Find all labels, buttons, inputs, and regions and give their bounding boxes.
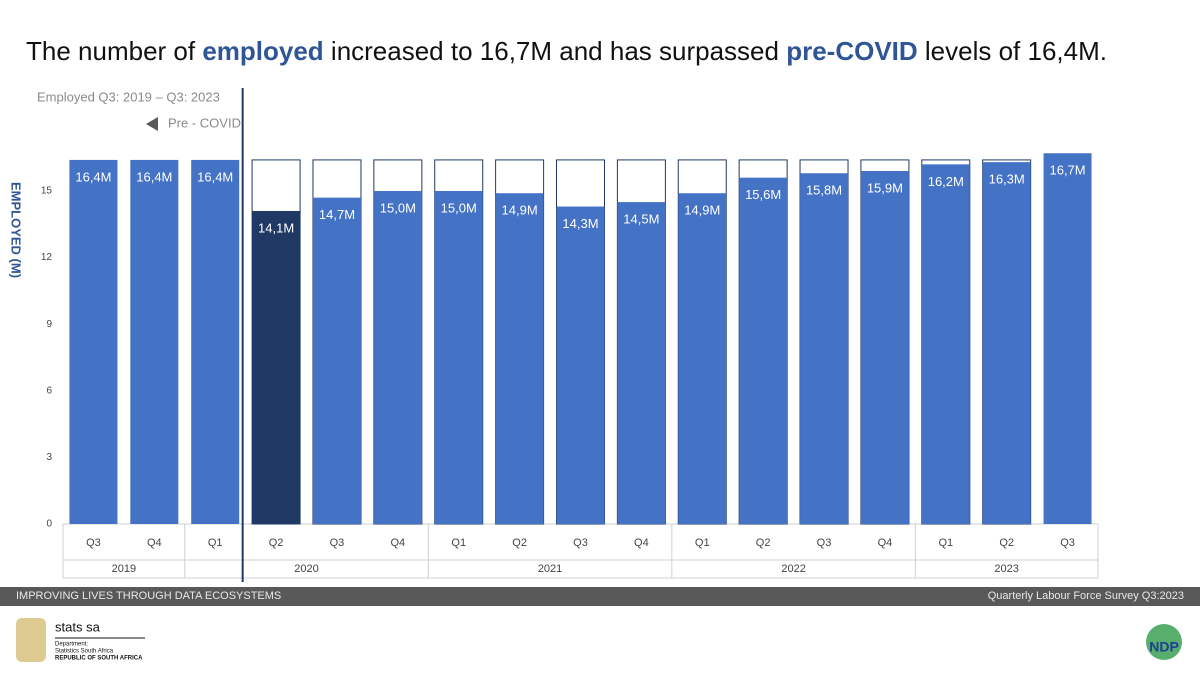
bar bbox=[921, 164, 970, 525]
value-label: 14,1M bbox=[258, 220, 294, 235]
bar bbox=[982, 162, 1031, 524]
value-label: 15,6M bbox=[745, 187, 781, 202]
logo-text: Statistics South Africa bbox=[55, 649, 114, 655]
x-tick-label: Q2 bbox=[512, 537, 527, 549]
ndp-text: NDP bbox=[1149, 639, 1179, 655]
logo-emblem bbox=[16, 618, 46, 662]
bar bbox=[495, 193, 544, 524]
y-tick-label: 3 bbox=[46, 452, 52, 463]
x-tick-label: Q2 bbox=[999, 537, 1014, 549]
arrow bbox=[146, 117, 158, 131]
logo: stats sa Department: Statistics South Af… bbox=[16, 618, 1182, 662]
value-label: 16,4M bbox=[136, 169, 172, 184]
x-tick-label: Q4 bbox=[878, 537, 893, 549]
x-group-label: 2020 bbox=[294, 563, 318, 575]
value-label: 14,5M bbox=[623, 212, 659, 227]
bar bbox=[800, 173, 849, 525]
footer-left: IMPROVING LIVES THROUGH DATA ECOSYSTEMS bbox=[16, 590, 282, 602]
ndp-emblem bbox=[1146, 624, 1182, 660]
footer-bar: IMPROVING LIVES THROUGH DATA ECOSYSTEMS … bbox=[0, 587, 1200, 606]
x-tick-label: Q1 bbox=[451, 537, 466, 549]
bar bbox=[191, 159, 240, 525]
value-label: 16,7M bbox=[1049, 163, 1085, 178]
x-tick-label: Q3 bbox=[817, 537, 832, 549]
value-label: 15,8M bbox=[806, 183, 842, 198]
footer-right: Quarterly Labour Force Survey Q3:2023 bbox=[987, 590, 1184, 602]
title-highlight: pre-COVID bbox=[786, 36, 918, 66]
value-label: 16,4M bbox=[197, 169, 233, 184]
x-tick-label: Q1 bbox=[938, 537, 953, 549]
bar bbox=[678, 193, 727, 524]
y-tick-label: 15 bbox=[41, 186, 53, 197]
logo-text: REPUBLIC OF SOUTH AFRICA bbox=[55, 656, 143, 662]
x-tick-label: Q3 bbox=[86, 537, 101, 549]
x-group-label: 2019 bbox=[112, 563, 136, 575]
title-text: increased to 16,7M and has surpassed bbox=[323, 36, 787, 66]
logo-text: Department: bbox=[55, 642, 88, 648]
x-tick-label: Q4 bbox=[391, 537, 406, 549]
title: The number of employed increased to 16,7… bbox=[26, 36, 1107, 67]
value-label: 14,9M bbox=[502, 203, 538, 218]
annotation: Pre - COVID bbox=[168, 115, 241, 130]
value-label: 15,9M bbox=[867, 180, 903, 195]
x-tick-label: Q2 bbox=[756, 537, 771, 549]
subtitle: Employed Q3: 2019 – Q3: 2023 bbox=[37, 89, 220, 104]
bar bbox=[373, 191, 422, 524]
x-tick-label: Q3 bbox=[330, 537, 345, 549]
x-group-label: 2023 bbox=[994, 563, 1018, 575]
x-tick-label: Q1 bbox=[208, 537, 223, 549]
title-text: levels of 16,4M. bbox=[917, 36, 1107, 66]
x-tick-label: Q3 bbox=[573, 537, 588, 549]
value-label: 14,9M bbox=[684, 203, 720, 218]
value-label: 16,4M bbox=[75, 169, 111, 184]
bar bbox=[312, 197, 361, 524]
x-tick-label: Q3 bbox=[1060, 537, 1075, 549]
bar bbox=[130, 159, 179, 525]
bar bbox=[69, 159, 118, 525]
bar bbox=[434, 191, 483, 524]
x-group-label: 2021 bbox=[538, 563, 562, 575]
value-label: 16,2M bbox=[928, 174, 964, 189]
x-tick-label: Q1 bbox=[695, 537, 710, 549]
x-tick-label: Q2 bbox=[269, 537, 284, 549]
bar bbox=[617, 202, 666, 524]
value-label: 15,0M bbox=[441, 200, 477, 215]
x-group-label: 2022 bbox=[781, 563, 805, 575]
title-highlight: employed bbox=[202, 36, 324, 66]
bar bbox=[860, 171, 909, 524]
value-label: 15,0M bbox=[380, 200, 416, 215]
y-tick-label: 12 bbox=[41, 252, 53, 263]
y-tick-label: 6 bbox=[46, 385, 52, 396]
value-label: 14,7M bbox=[319, 207, 355, 222]
x-tick-label: Q4 bbox=[634, 537, 649, 549]
y-axis-label: EMPLOYED (M) bbox=[9, 182, 24, 278]
value-label: 16,3M bbox=[989, 172, 1025, 187]
bar bbox=[739, 177, 788, 524]
x-tick-label: Q4 bbox=[147, 537, 162, 549]
bar bbox=[252, 210, 301, 525]
y-tick-label: 9 bbox=[46, 319, 52, 330]
bar bbox=[556, 206, 605, 525]
value-label: 14,3M bbox=[562, 216, 598, 231]
bar bbox=[1043, 153, 1092, 524]
y-tick-label: 0 bbox=[46, 519, 52, 530]
title-text: The number of bbox=[26, 36, 203, 66]
logo-name: stats sa bbox=[55, 619, 101, 634]
